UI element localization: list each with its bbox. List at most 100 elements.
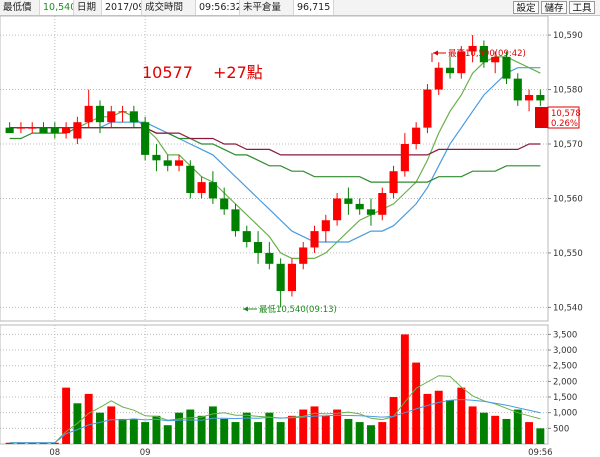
price-tick-label: 10,560 <box>553 194 583 204</box>
volume-bars <box>5 334 545 444</box>
candle-body <box>242 231 251 243</box>
volume-tick-label: 500 <box>553 424 569 434</box>
candle-body <box>434 67 443 90</box>
volume-bar <box>400 334 409 444</box>
volume-bar <box>197 415 206 444</box>
volume-bar <box>468 406 477 444</box>
candle-body <box>118 111 127 113</box>
price-tick-label: 10,580 <box>553 86 583 96</box>
price-panel-frame <box>0 15 549 322</box>
candle-body <box>536 94 545 101</box>
volume-bar <box>220 418 229 444</box>
candle-body <box>333 198 342 221</box>
candle-body <box>129 111 138 123</box>
price-ma-line <box>9 67 541 243</box>
date-label: 日期 <box>74 0 102 15</box>
settings-button[interactable]: 設定 <box>513 1 539 14</box>
candle-body <box>84 105 93 123</box>
volume-bar <box>265 412 274 444</box>
candle-body <box>50 127 59 134</box>
volume-bar <box>96 412 104 444</box>
candle-body <box>141 122 150 155</box>
candle-body <box>389 171 398 194</box>
volume-bar <box>5 442 14 444</box>
price-tick-label: 10,550 <box>553 249 583 259</box>
open-interest-value: 96,715 <box>294 0 334 15</box>
volume-bar <box>423 393 432 444</box>
volume-bar <box>84 393 93 444</box>
volume-ma-line <box>9 398 541 444</box>
volume-tick-label: 2,500 <box>553 362 577 372</box>
volume-bar <box>321 415 330 444</box>
price-tick-label: 10,590 <box>553 31 583 41</box>
date-value: 2017/09/01 <box>102 0 142 15</box>
high-arrow-icon <box>433 50 438 56</box>
candle-body <box>355 203 364 210</box>
quote-info-bar: 最低價 10,540 日期 2017/09/01 成交時間 09:56:32 未… <box>0 0 600 16</box>
candle-body <box>28 127 37 129</box>
candle-body <box>479 45 488 63</box>
last-price-marker <box>535 107 548 128</box>
volume-bar <box>479 412 488 444</box>
price-tick-label: 10,540 <box>553 303 583 313</box>
tools-button[interactable]: 工具 <box>569 1 595 14</box>
headline-price: 10577 <box>142 63 193 82</box>
last-price-tag: 10,578 0.26% <box>535 106 581 129</box>
volume-axis: 3,500 3,000 2,500 2,000 1,500 1,000 500 <box>548 330 577 434</box>
price-ma-line <box>9 127 541 156</box>
candle-body <box>208 182 217 199</box>
volume-bar <box>513 409 522 444</box>
candle-body <box>457 51 466 74</box>
volume-bar <box>163 425 172 444</box>
candle-body <box>16 127 26 129</box>
candle-body <box>513 78 522 101</box>
volume-bar <box>39 442 48 444</box>
candle-body <box>423 89 432 128</box>
candle-body <box>5 127 14 134</box>
high-annotation: 最高10,590(09:42) <box>431 48 526 62</box>
volume-panel-frame <box>0 324 549 445</box>
volume-bar <box>276 422 285 444</box>
volume-bar <box>287 415 296 444</box>
volume-bar <box>62 387 71 444</box>
volume-bar <box>310 406 319 444</box>
high-annotation-label: 最高10,590(09:42) <box>448 48 526 59</box>
volume-bar <box>536 428 545 444</box>
time-tick-label: 08 <box>49 448 60 457</box>
volume-bar <box>152 415 161 444</box>
candle-body <box>220 198 229 210</box>
volume-bar <box>491 415 500 444</box>
candle-body <box>107 111 116 123</box>
last-price-value: 10,578 <box>551 109 581 119</box>
volume-bar <box>457 387 466 444</box>
volume-bar <box>28 442 37 444</box>
volume-tick-label: 3,500 <box>553 330 577 340</box>
candle-body <box>366 209 376 215</box>
candle-body <box>152 154 161 161</box>
price-grid <box>0 16 548 321</box>
volume-bar <box>367 425 375 444</box>
candle-body <box>400 143 409 172</box>
volume-tick-label: 3,000 <box>553 346 577 356</box>
candle-body <box>231 209 240 232</box>
volume-bar <box>344 418 353 444</box>
candlesticks <box>5 35 545 308</box>
volume-tick-label: 2,000 <box>553 377 577 387</box>
volume-tick-label: 1,500 <box>553 393 577 403</box>
low-arrow-icon <box>243 306 248 312</box>
volume-bar <box>333 409 342 444</box>
candle-body <box>186 165 195 194</box>
headline-change: +27點 <box>213 63 263 82</box>
volume-bar <box>242 412 251 444</box>
volume-bar <box>141 422 150 444</box>
candle-body <box>163 160 172 166</box>
last-price-box <box>547 106 580 129</box>
trade-time-value: 09:56:32 <box>196 0 240 15</box>
volume-bar <box>254 422 263 444</box>
save-button[interactable]: 儲存 <box>541 1 567 14</box>
price-moving-averages <box>9 56 541 259</box>
volume-bar <box>378 422 387 444</box>
volume-bar <box>118 418 127 444</box>
candle-body <box>95 105 105 123</box>
price-ma-line <box>9 56 541 259</box>
